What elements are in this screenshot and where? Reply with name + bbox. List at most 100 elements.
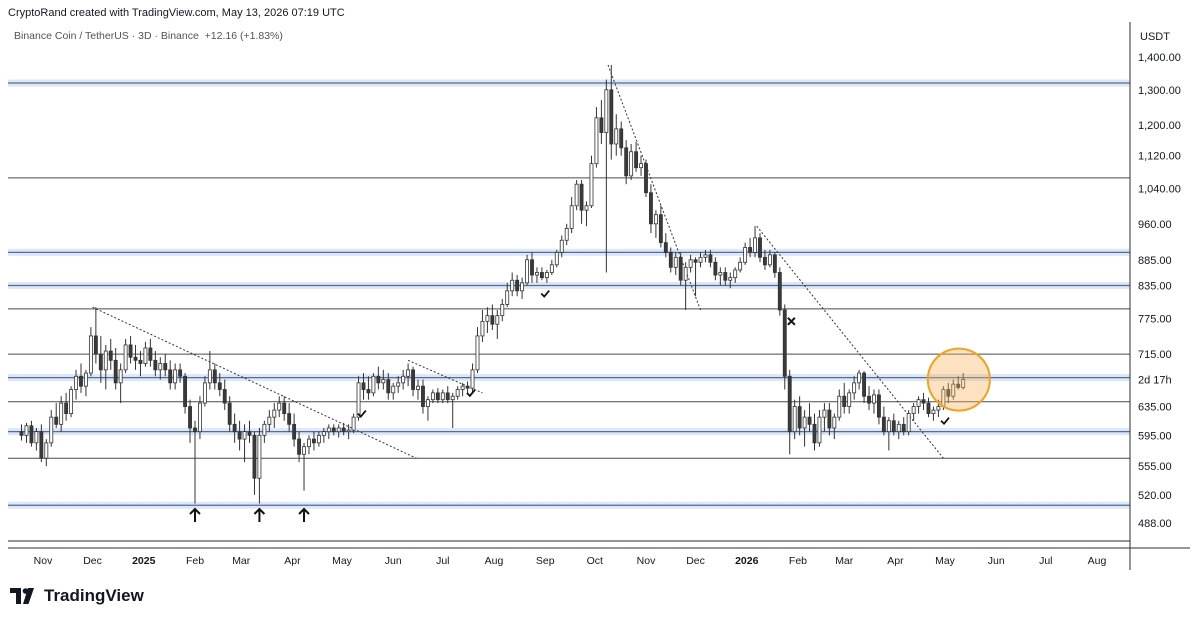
y-tick-label: 715.00	[1138, 349, 1172, 361]
candle	[401, 369, 406, 390]
candle-body	[530, 259, 534, 276]
candle-body	[381, 379, 386, 384]
currency-label: USDT	[1140, 31, 1170, 43]
candle	[282, 396, 287, 421]
candle	[336, 424, 341, 438]
candle-body	[232, 423, 237, 433]
candle-body	[926, 402, 931, 414]
candle-body	[906, 413, 911, 433]
candle	[693, 257, 698, 297]
candle-body	[351, 416, 356, 431]
candle	[961, 373, 966, 390]
candle-body	[460, 385, 465, 390]
candle-body	[302, 446, 306, 455]
y-tick-label: 885.00	[1138, 255, 1172, 267]
candle	[763, 249, 767, 270]
candle	[485, 307, 490, 333]
candle	[847, 389, 852, 414]
candle	[916, 396, 921, 414]
candle-body	[614, 128, 619, 145]
candle-body	[649, 192, 653, 225]
x-tick-label: Jun	[988, 555, 1005, 567]
countdown-label: 2d 17h	[1138, 375, 1172, 387]
candle	[93, 307, 98, 364]
candle	[470, 363, 475, 393]
candle	[198, 396, 202, 440]
candle-body	[287, 413, 292, 425]
candle	[802, 410, 807, 447]
candle-body	[311, 438, 316, 444]
candle	[743, 242, 748, 265]
candle-body	[217, 382, 222, 390]
candle-body	[331, 427, 336, 433]
candle	[98, 335, 103, 383]
x-tick-label: Feb	[789, 555, 807, 567]
candle	[668, 247, 673, 273]
candle	[579, 180, 584, 224]
candle-body	[539, 272, 544, 279]
candle-body	[138, 359, 143, 364]
candle-body	[277, 402, 282, 411]
candle	[381, 369, 386, 390]
candle-body	[88, 335, 93, 374]
candle-body	[867, 395, 871, 404]
candle	[475, 327, 480, 374]
candle-body	[559, 239, 564, 253]
x-tick-label: Dec	[83, 555, 102, 567]
candle-body	[267, 416, 272, 425]
candle-body	[29, 425, 34, 444]
candle	[460, 382, 465, 397]
candle	[212, 363, 217, 390]
candle	[118, 363, 123, 404]
candle	[733, 267, 738, 283]
candle-body	[594, 117, 599, 165]
candle	[832, 413, 837, 440]
candle-body	[252, 434, 257, 479]
trendline	[756, 225, 944, 459]
candle-body	[282, 402, 287, 414]
candle-body	[64, 402, 69, 414]
y-tick-label: 635.00	[1138, 402, 1172, 414]
candle-body	[272, 409, 277, 418]
candle-body	[822, 409, 827, 418]
x-tick-label: Apr	[887, 555, 904, 567]
candle-body	[292, 423, 297, 440]
candle	[113, 347, 118, 390]
candle	[416, 379, 420, 400]
symbol-info[interactable]: Binance Coin / TetherUS · 3D · Binance +…	[14, 30, 283, 42]
candle	[530, 252, 534, 283]
candle-body	[455, 389, 460, 397]
candle	[138, 351, 143, 377]
candle-body	[738, 261, 743, 271]
candle	[822, 403, 827, 432]
candle-body	[411, 369, 415, 390]
candle	[331, 424, 336, 436]
candle-body	[490, 315, 495, 325]
candle-body	[178, 369, 183, 377]
candle	[88, 327, 93, 377]
candle-body	[663, 242, 668, 253]
candle-body	[336, 427, 341, 433]
candle-body	[564, 228, 569, 241]
candle	[173, 363, 178, 390]
candle	[505, 282, 510, 308]
y-tick-label: 520.00	[1138, 490, 1172, 502]
candle-body	[39, 431, 44, 459]
candle	[728, 272, 733, 289]
tradingview-logo[interactable]: TradingView	[10, 586, 144, 606]
candle-body	[956, 383, 961, 388]
candle-body	[148, 347, 153, 361]
candle	[678, 252, 683, 286]
candle	[292, 413, 297, 447]
candle	[777, 267, 782, 316]
candle-body	[366, 389, 371, 394]
candle	[376, 366, 381, 390]
candle	[569, 197, 574, 234]
candle	[738, 257, 743, 273]
candle-body	[158, 363, 163, 371]
candle-body	[619, 128, 624, 149]
candle-body	[173, 369, 178, 384]
up-arrow-head	[253, 507, 266, 515]
candle-body	[777, 272, 782, 311]
